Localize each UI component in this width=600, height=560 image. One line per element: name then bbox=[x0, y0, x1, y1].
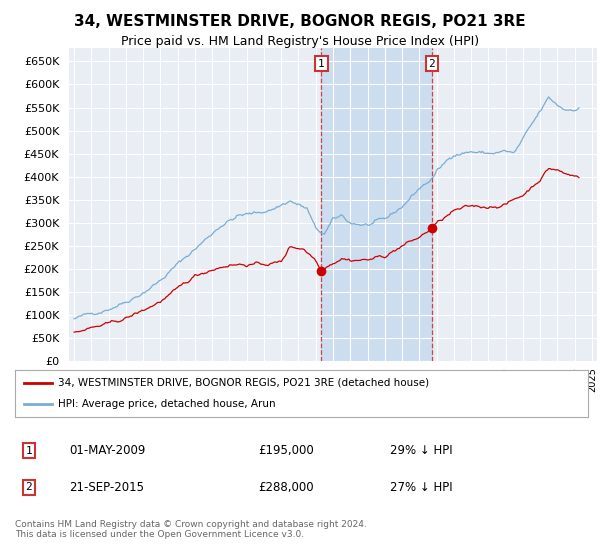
Text: 34, WESTMINSTER DRIVE, BOGNOR REGIS, PO21 3RE (detached house): 34, WESTMINSTER DRIVE, BOGNOR REGIS, PO2… bbox=[58, 378, 429, 388]
Text: HPI: Average price, detached house, Arun: HPI: Average price, detached house, Arun bbox=[58, 399, 275, 409]
Text: £195,000: £195,000 bbox=[258, 444, 314, 458]
Bar bbox=[322, 48, 431, 361]
Text: £288,000: £288,000 bbox=[258, 480, 314, 494]
Text: Price paid vs. HM Land Registry's House Price Index (HPI): Price paid vs. HM Land Registry's House … bbox=[121, 35, 479, 48]
Text: 2: 2 bbox=[25, 482, 32, 492]
Text: 1: 1 bbox=[318, 59, 325, 68]
Text: 2: 2 bbox=[428, 59, 435, 68]
Text: 1: 1 bbox=[25, 446, 32, 456]
Text: Contains HM Land Registry data © Crown copyright and database right 2024.
This d: Contains HM Land Registry data © Crown c… bbox=[15, 520, 367, 539]
Text: 29% ↓ HPI: 29% ↓ HPI bbox=[390, 444, 452, 458]
Text: 27% ↓ HPI: 27% ↓ HPI bbox=[390, 480, 452, 494]
Text: 01-MAY-2009: 01-MAY-2009 bbox=[69, 444, 145, 458]
Text: 21-SEP-2015: 21-SEP-2015 bbox=[69, 480, 144, 494]
Text: 34, WESTMINSTER DRIVE, BOGNOR REGIS, PO21 3RE: 34, WESTMINSTER DRIVE, BOGNOR REGIS, PO2… bbox=[74, 14, 526, 29]
